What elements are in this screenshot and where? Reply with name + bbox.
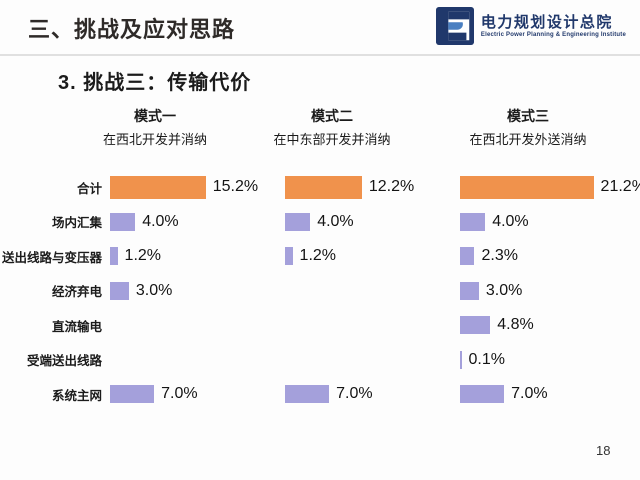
bar [460, 350, 462, 369]
bar [460, 175, 594, 199]
bar-value-label: 7.0% [161, 385, 198, 403]
chart-row [285, 343, 463, 378]
bar [110, 247, 118, 266]
bar-value-label: 4.0% [142, 212, 179, 230]
chart-column-1: 15.2% 4.0% 1.2% 3.0% 7.0% [110, 170, 288, 412]
series-subtitle: 在中东部开发并消纳 [273, 132, 391, 147]
series-subtitle: 在西北开发并消纳 [102, 132, 207, 147]
header-divider [0, 54, 640, 56]
category-label: 受端送出线路 [26, 354, 102, 369]
chart-row [285, 308, 463, 343]
bar [460, 247, 475, 266]
category-label: 送出线路与变压器 [1, 250, 102, 265]
category-label: 合计 [76, 181, 102, 196]
page-number: 18 [596, 443, 611, 458]
series-name: 模式二 [311, 108, 353, 124]
chart-row: 4.0% [110, 205, 288, 240]
chart-row [110, 343, 288, 378]
bar [460, 281, 479, 300]
series-header-2: 模式二在中东部开发并消纳 [237, 106, 427, 148]
series-header-3: 模式三在西北开发外送消纳 [433, 106, 623, 148]
bar-value-label: 7.0% [336, 385, 373, 403]
bar [110, 281, 129, 300]
bar-value-label: 1.2% [299, 247, 337, 265]
chart-column-3: 21.2% 4.0% 2.3% 3.0% 4.8% 0.1% 7.0% [460, 170, 640, 412]
category-label: 经济弃电 [51, 285, 102, 300]
bar [110, 175, 206, 199]
chart-row [110, 308, 288, 343]
logo-text: 电力规划设计总院 Electric Power Planning & Engin… [481, 14, 626, 38]
chart-row: 1.2% [285, 239, 463, 274]
bar-value-label: 21.2% [600, 178, 640, 196]
bar [460, 385, 505, 404]
category-label: 场内汇集 [51, 216, 102, 231]
category-label: 直流输电 [51, 319, 102, 334]
chart-row: 4.8% [460, 308, 638, 343]
logo-name-en: Electric Power Planning & Engineering In… [480, 32, 626, 38]
bar-value-label: 1.2% [124, 247, 162, 265]
logo: 电力规划设计总院 Electric Power Planning & Engin… [435, 7, 626, 45]
bar-value-label: 2.3% [481, 247, 518, 265]
bar-value-label: 7.0% [511, 385, 548, 403]
chart-row: 12.2% [285, 170, 463, 205]
series-name: 模式三 [507, 108, 549, 124]
chart-row: 0.1% [460, 343, 638, 378]
series-header-1: 模式一在西北开发并消纳 [60, 106, 250, 148]
bar-value-label: 4.0% [492, 212, 529, 230]
bar-value-label: 12.2% [368, 178, 415, 196]
bar-value-label: 4.8% [497, 316, 534, 334]
category-label: 系统主网 [51, 388, 102, 403]
chart-row: 3.0% [460, 274, 638, 309]
chart-row: 2.3% [460, 239, 638, 274]
bar-value-label: 15.2% [212, 178, 259, 196]
bar [285, 385, 330, 404]
bar [460, 316, 491, 335]
chart-row: 7.0% [110, 377, 288, 412]
section-subtitle: 3. 挑战三：传输代价 [58, 72, 252, 94]
series-name: 模式一 [134, 108, 176, 124]
bar [285, 247, 293, 266]
bar-value-label: 4.0% [317, 212, 354, 230]
logo-name-cn: 电力规划设计总院 [480, 14, 613, 31]
bar-value-label: 3.0% [135, 281, 173, 299]
chart-row: 7.0% [285, 377, 463, 412]
chart-row: 15.2% [110, 170, 288, 205]
chart-column-2: 12.2% 4.0% 1.2% 7.0% [285, 170, 463, 412]
bar [110, 212, 136, 231]
bar-value-label: 0.1% [468, 350, 505, 368]
bar [285, 175, 362, 199]
bar [460, 212, 486, 231]
series-subtitle: 在西北开发外送消纳 [469, 132, 587, 147]
chart-row: 21.2% [460, 170, 640, 205]
chart-row: 3.0% [110, 274, 288, 309]
chart-row: 4.0% [460, 205, 638, 240]
chart-row [285, 274, 463, 309]
slide-title: 三、挑战及应对思路 [28, 17, 236, 42]
chart-row: 7.0% [460, 377, 638, 412]
bar [285, 212, 311, 231]
chart-row: 4.0% [285, 205, 463, 240]
bar-value-label: 3.0% [485, 281, 523, 299]
chart-row: 1.2% [110, 239, 288, 274]
eppei-logo-icon [435, 7, 474, 45]
bar [110, 385, 155, 404]
chart-category-labels: 合计场内汇集送出线路与变压器经济弃电直流输电受端送出线路系统主网 [0, 170, 104, 412]
